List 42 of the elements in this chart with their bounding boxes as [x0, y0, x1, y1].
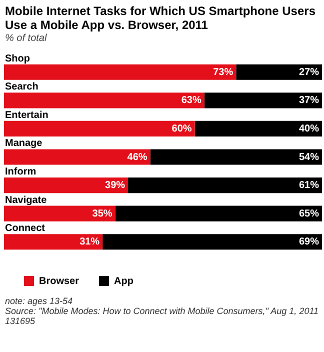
bar	[4, 178, 128, 194]
bar	[128, 178, 322, 194]
data-label: 60%	[172, 123, 192, 134]
bar	[150, 149, 322, 165]
data-label: 35%	[92, 208, 112, 220]
text: note: ages 13-54	[5, 296, 74, 306]
data-label: 61%	[298, 180, 320, 192]
y-tick-label: Shop	[5, 53, 30, 64]
y-tick-label: Navigate	[5, 194, 48, 206]
legend-label: App	[114, 276, 134, 287]
y-tick-label: Entertain	[5, 110, 48, 121]
chart-subtitle: % of total	[5, 33, 48, 44]
chart-title: Mobile Internet Tasks for Which US Smartphone Users Use a Mobile App vs. Browser, 2011	[5, 4, 316, 32]
bar	[115, 206, 322, 222]
data-label: 46%	[127, 152, 148, 163]
data-label: 73%	[213, 66, 234, 78]
data-label: 65%	[298, 208, 320, 220]
y-tick-label: Search	[5, 82, 38, 93]
data-label: 31%	[80, 236, 100, 248]
data-label: 27%	[298, 66, 320, 78]
bar	[194, 120, 322, 136]
bar	[236, 64, 322, 80]
bar	[4, 92, 204, 108]
bar	[204, 92, 322, 108]
source-note: Source: "Mobile Modes: How to Connect with Mobile Consumers," Aug 1, 2011	[5, 306, 319, 316]
y-tick-label: Manage	[5, 138, 43, 150]
y-tick-label: Connect	[5, 223, 46, 234]
bar	[102, 234, 322, 250]
data-label: 40%	[298, 123, 320, 134]
data-label: 39%	[105, 180, 126, 192]
bar	[4, 64, 236, 80]
data-label: 69%	[298, 236, 320, 248]
text: 131695	[5, 316, 36, 326]
data-label: 54%	[298, 152, 320, 163]
bar	[4, 120, 195, 136]
legend-label: Browser	[39, 276, 80, 287]
data-label: 63%	[181, 95, 202, 106]
data-label: 37%	[298, 95, 320, 106]
bar	[4, 149, 150, 165]
bar	[4, 206, 116, 222]
bar	[4, 234, 103, 250]
y-tick-label: Inform	[5, 166, 36, 178]
